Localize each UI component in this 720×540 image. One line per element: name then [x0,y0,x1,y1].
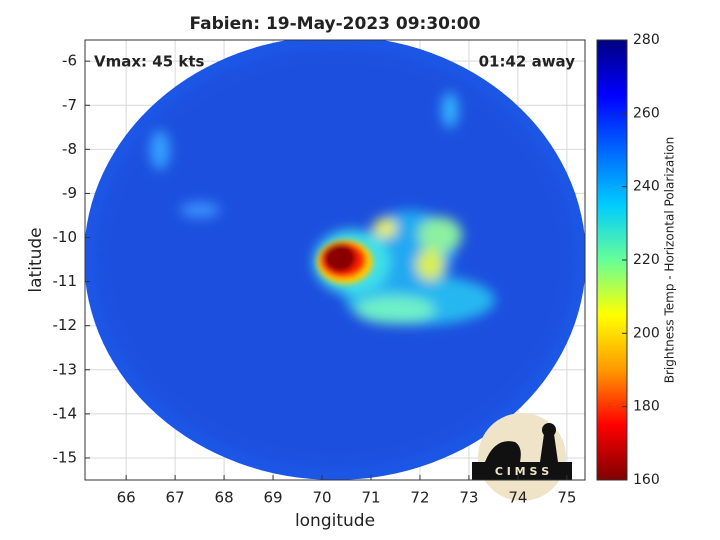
y-tick-label: -13 [53,360,78,378]
x-tick-label: 72 [410,489,429,507]
y-tick-label: -9 [62,184,77,202]
logo-band [472,462,572,480]
x-tick-label: 75 [557,489,576,507]
annotation: Vmax: 45 kts [94,53,204,71]
y-tick-label: -6 [62,52,77,70]
annotation: 01:42 away [479,53,576,71]
logo-text: C I M S S [495,465,549,478]
y-tick-label: -10 [53,228,78,246]
x-tick-label: 67 [166,489,185,507]
x-tick-label: 66 [117,489,136,507]
x-tick-label: 71 [361,489,380,507]
colorbar-tick-label: 260 [633,105,660,121]
logo-tower [542,423,556,437]
y-axis-label: latitude [26,227,46,292]
colorbar-label: Brightness Temp - Horizontal Polarizatio… [663,137,677,384]
chart-title: Fabien: 19-May-2023 09:30:00 [190,14,481,34]
colorbar-tick-label: 200 [633,325,660,341]
y-tick-label: -7 [62,96,77,114]
y-tick-label: -14 [53,404,78,422]
x-tick-label: 70 [312,489,331,507]
colorbar-tick-label: 180 [633,399,660,415]
y-tick-label: -12 [53,316,78,334]
satellite-image [85,40,585,480]
x-tick-label: 69 [264,489,283,507]
x-tick-label: 73 [459,489,478,507]
x-tick-label: 74 [508,489,527,507]
y-tick-label: -11 [53,272,78,290]
colorbar-tick-label: 220 [633,252,660,268]
x-tick-label: 68 [215,489,234,507]
y-tick-label: -15 [53,448,78,466]
colorbar-tick-label: 160 [633,472,660,488]
x-axis-label: longitude [295,511,375,531]
y-tick-label: -8 [62,140,77,158]
logo-icon [485,434,558,462]
logo: C I M S S [472,413,572,501]
plot-frame [84,39,586,481]
colorbar-tick-label: 280 [633,32,660,48]
eye-convection [317,240,373,284]
colorbar-tick-label: 240 [633,179,660,195]
